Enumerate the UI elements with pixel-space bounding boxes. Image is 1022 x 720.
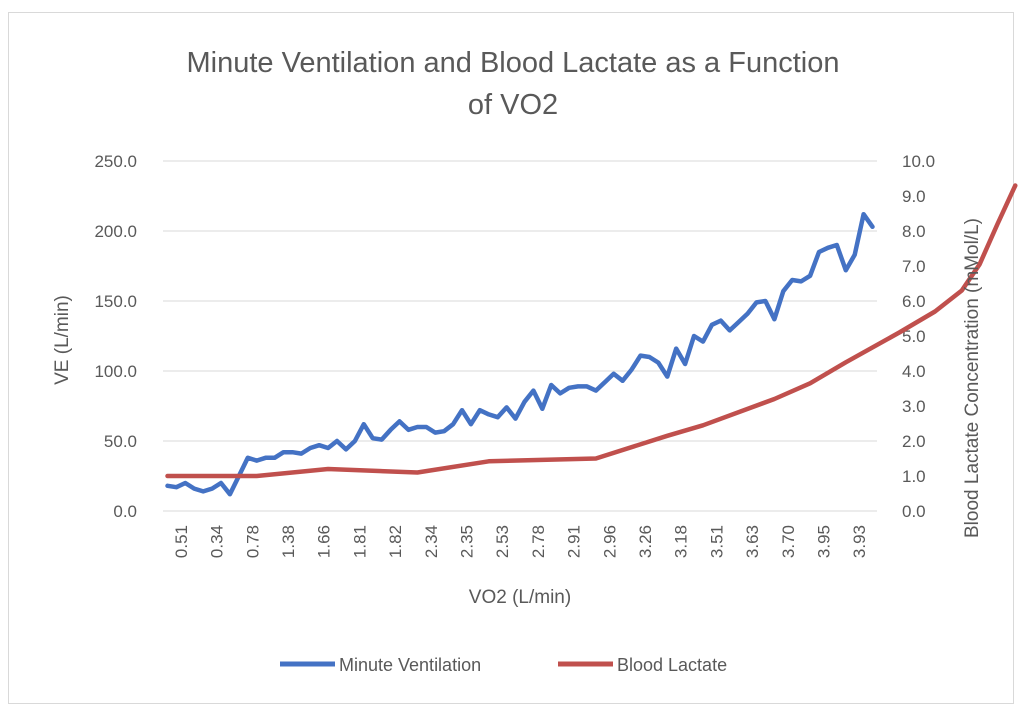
y2-tick-label: 5.0	[902, 327, 926, 346]
series-line-blood-lactate	[165, 183, 1018, 479]
x-axis-ticks: 0.51 0.34 0.78 1.38 1.66 1.81 1.82 2.34 2.35 2.53…	[172, 525, 869, 558]
x-tick-label: 3.26	[636, 525, 655, 558]
y2-tick-label: 0.0	[902, 502, 926, 521]
x-tick-label: 3.63	[743, 525, 762, 558]
x-tick-label: 2.96	[600, 525, 619, 558]
x-tick-label: 2.53	[493, 525, 512, 558]
y-tick-label: 200.0	[94, 222, 137, 241]
x-tick-label: 2.35	[457, 525, 476, 558]
legend: Minute Ventilation Blood Lactate	[280, 655, 727, 675]
y2-tick-label: 10.0	[902, 152, 935, 171]
right-axis-ticks: 0.0 1.0 2.0 3.0 4.0 5.0 6.0 7.0 8.0 9.0 10.0	[902, 152, 935, 521]
y2-tick-label: 1.0	[902, 467, 926, 486]
x-tick-label: 3.95	[814, 525, 833, 558]
y2-tick-label: 9.0	[902, 187, 926, 206]
y-tick-label: 150.0	[94, 292, 137, 311]
chart-frame	[8, 12, 1014, 704]
x-tick-label: 1.82	[386, 525, 405, 558]
y2-tick-label: 7.0	[902, 257, 926, 276]
x-tick-label: 2.78	[529, 525, 548, 558]
x-tick-label: 3.51	[707, 525, 726, 558]
legend-label-minute-ventilation: Minute Ventilation	[339, 655, 481, 675]
x-tick-label: 1.81	[350, 525, 369, 558]
left-axis-ticks: 0.0 50.0 100.0 150.0 200.0 250.0	[94, 152, 137, 521]
gridlines	[163, 160, 877, 512]
x-tick-label: 3.18	[672, 525, 691, 558]
y2-tick-label: 4.0	[902, 362, 926, 381]
y2-axis-label: Blood Lactate Concentration (mMol/L)	[962, 218, 983, 538]
chart-title-line-2: of VO2	[468, 89, 558, 121]
y-tick-label: 50.0	[104, 432, 137, 451]
series-line-minute-ventilation	[165, 211, 875, 497]
x-tick-label: 1.38	[279, 525, 298, 558]
y-tick-label: 250.0	[94, 152, 137, 171]
x-tick-label: 3.70	[779, 525, 798, 558]
y2-tick-label: 6.0	[902, 292, 926, 311]
y2-tick-label: 8.0	[902, 222, 926, 241]
series-group	[165, 183, 1018, 497]
x-tick-label: 2.34	[422, 525, 441, 558]
x-tick-label: 0.51	[172, 525, 191, 558]
x-tick-label: 0.34	[208, 525, 227, 558]
x-axis-label: VO2 (L/min)	[469, 587, 571, 608]
y-axis-label: VE (L/min)	[52, 295, 73, 385]
x-tick-label: 0.78	[243, 525, 262, 558]
x-tick-label: 1.66	[315, 525, 334, 558]
legend-label-blood-lactate: Blood Lactate	[617, 655, 727, 675]
y-tick-label: 0.0	[113, 502, 137, 521]
y2-tick-label: 3.0	[902, 397, 926, 416]
x-tick-label: 2.91	[565, 525, 584, 558]
chart-title-line-1: Minute Ventilation and Blood Lactate as …	[187, 47, 840, 79]
y-tick-label: 100.0	[94, 362, 137, 381]
y2-tick-label: 2.0	[902, 432, 926, 451]
x-tick-label: 3.93	[850, 525, 869, 558]
